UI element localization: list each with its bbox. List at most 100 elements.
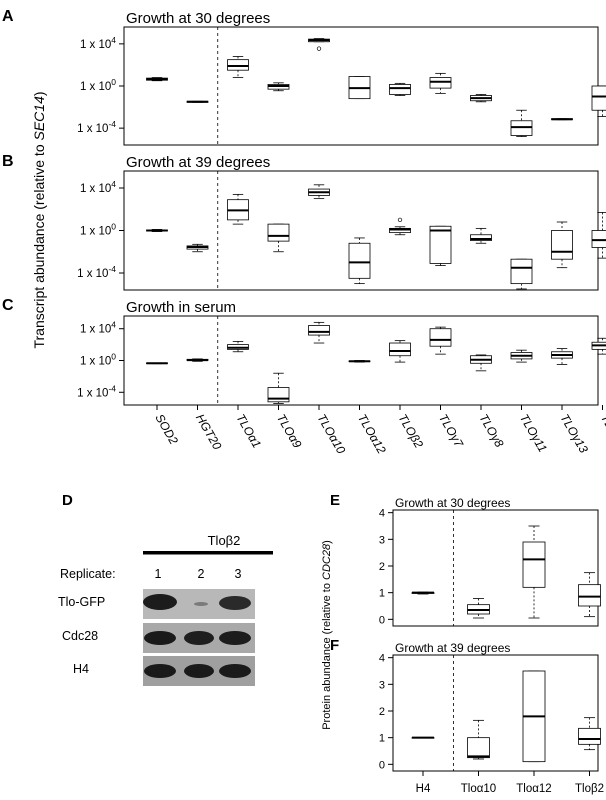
box-iqr bbox=[429, 328, 452, 347]
y-tick-label: 1 x 100 bbox=[80, 352, 116, 368]
panel-f-chart: Growth at 39 degrees 0 1 2 3 4 bbox=[379, 641, 601, 772]
lane-label-2: 2 bbox=[198, 567, 205, 581]
panel-letter-c: C bbox=[2, 297, 14, 314]
panel-c-box-7 bbox=[429, 326, 452, 355]
western-blot: Tloβ2 Replicate: 1 2 3 Tlo-GFP Cdc28 H4 bbox=[58, 533, 273, 686]
panel-title: Growth at 30 degrees bbox=[395, 496, 510, 510]
panel-b-box-11 bbox=[591, 212, 606, 259]
panel-c-chart: Growth in serum 1 x 104 1 x 100 1 x 10-4 bbox=[77, 299, 606, 406]
panel-b-box-9 bbox=[510, 258, 533, 290]
panel-b-box-2 bbox=[227, 193, 249, 225]
blot-band-h4-1 bbox=[144, 664, 176, 678]
bottom-x-axis: H4 Tloα10 Tloα12 Tloβ2 bbox=[416, 771, 604, 795]
panel-e-box-3 bbox=[578, 572, 601, 618]
box-iqr bbox=[510, 258, 533, 285]
panel-b-chart: Growth at 39 degrees 1 x 104 1 x 100 1 x 10… bbox=[77, 154, 606, 291]
x-category-label: TLOβ2 bbox=[395, 412, 426, 451]
panel-c-box-8 bbox=[470, 354, 492, 372]
panel-a-box-4 bbox=[308, 38, 330, 51]
box-iqr bbox=[429, 77, 452, 89]
panel-a-box-3 bbox=[267, 82, 290, 92]
panel-b-box-6 bbox=[389, 217, 411, 236]
blot-row-label-h4: H4 bbox=[73, 662, 89, 676]
box-iqr bbox=[467, 737, 490, 759]
top-x-axis: SOD2 HGT20 TLOα1 TLOα9 TLOα10 TLOα12 TLOβ2 TLOγ… bbox=[152, 405, 606, 456]
panel-f-box-0 bbox=[411, 736, 435, 739]
blot-header: Tloβ2 bbox=[208, 533, 241, 548]
panel-b-box-7 bbox=[429, 225, 452, 266]
box-iqr bbox=[470, 234, 492, 241]
panel-c-box-1 bbox=[186, 358, 209, 362]
panel-f-box-3 bbox=[578, 717, 601, 751]
panel-letter-d: D bbox=[62, 492, 73, 509]
panel-a-box-7 bbox=[429, 72, 452, 94]
x-category-label: TLOα12 bbox=[355, 412, 389, 457]
blot-band-tlo-gfp-2 bbox=[194, 602, 208, 606]
panel-a-box-0 bbox=[146, 77, 168, 82]
y-tick-label: 1 x 10-4 bbox=[77, 383, 116, 399]
box-iqr bbox=[578, 727, 601, 745]
x-category-label: TLOα10 bbox=[314, 412, 348, 457]
x-category-label: TLOα1 bbox=[233, 412, 264, 451]
y-tick-label: 0 bbox=[379, 614, 385, 626]
x-category-label: TLOγ8 bbox=[476, 412, 506, 450]
y-tick-label: 1 x 100 bbox=[80, 77, 116, 93]
y-tick-label: 2 bbox=[379, 561, 385, 573]
x-category-label: TLOγ7 bbox=[436, 412, 467, 451]
lane-label-1: 1 bbox=[155, 567, 162, 581]
blot-header-bar bbox=[143, 551, 273, 555]
panel-letter-b: B bbox=[2, 153, 14, 170]
panel-e-box-2 bbox=[522, 525, 546, 619]
blot-band-tlo-gfp-3 bbox=[219, 596, 251, 610]
blot-band-cdc28-1 bbox=[144, 631, 176, 645]
y-tick-label: 1 x 104 bbox=[80, 320, 116, 336]
panel-c-box-11 bbox=[591, 337, 606, 355]
plot-frame bbox=[392, 509, 599, 627]
panel-e-box-1 bbox=[467, 598, 490, 619]
box-iqr bbox=[591, 230, 606, 248]
box-iqr bbox=[522, 541, 546, 588]
x-category-label: Tloα10 bbox=[461, 783, 496, 795]
x-category-label: TLOγ16 bbox=[598, 412, 606, 456]
panel-b-box-3 bbox=[267, 223, 290, 253]
box-plots: Growth at 30 degrees 1 x 104 1 x 100 1 x 10… bbox=[77, 10, 606, 795]
panel-a-box-11 bbox=[591, 85, 606, 117]
box-iqr bbox=[389, 342, 411, 357]
y-tick-label: 1 x 104 bbox=[80, 35, 116, 51]
top-y-axis-label: Transcript abundance (relative to SEC14) bbox=[31, 91, 47, 348]
panel-title: Growth in serum bbox=[126, 299, 236, 316]
panel-b-box-1 bbox=[186, 243, 209, 253]
x-category-label: TLOα9 bbox=[274, 412, 305, 451]
plot-frame bbox=[392, 654, 599, 772]
x-category-label: Tloβ2 bbox=[575, 783, 604, 795]
panel-c-box-4 bbox=[308, 321, 330, 344]
box-iqr bbox=[227, 59, 249, 71]
panel-c-box-10 bbox=[551, 348, 573, 365]
box-iqr bbox=[551, 230, 573, 260]
panel-letter-f: F bbox=[330, 637, 339, 654]
box-iqr bbox=[578, 584, 601, 607]
blot-band-cdc28-2 bbox=[184, 631, 214, 645]
panel-e-box-0 bbox=[411, 591, 435, 595]
blot-band-cdc28-3 bbox=[219, 631, 251, 645]
x-category-label: TLOγ13 bbox=[557, 412, 591, 456]
panel-title: Growth at 30 degrees bbox=[126, 10, 270, 27]
y-tick-label: 3 bbox=[379, 534, 385, 546]
panel-c-box-5 bbox=[348, 360, 371, 363]
panel-c-box-9 bbox=[510, 349, 533, 363]
panel-a-box-2 bbox=[227, 56, 249, 78]
box-iqr bbox=[591, 85, 606, 111]
panel-b-box-0 bbox=[146, 229, 168, 232]
panel-b-box-5 bbox=[348, 237, 371, 285]
panel-a-box-8 bbox=[470, 94, 492, 103]
x-category-label: H4 bbox=[416, 783, 431, 795]
y-tick-label: 2 bbox=[379, 706, 385, 718]
panel-e-chart: Growth at 30 degrees 0 1 2 3 4 bbox=[379, 496, 601, 627]
y-tick-label: 3 bbox=[379, 679, 385, 691]
panel-title: Growth at 39 degrees bbox=[395, 641, 510, 655]
outlier-point bbox=[397, 217, 403, 223]
x-category-label: TLOγ11 bbox=[517, 412, 550, 455]
panel-a-chart: Growth at 30 degrees 1 x 104 1 x 100 1 x 10… bbox=[77, 10, 606, 146]
lane-label-3: 3 bbox=[235, 567, 242, 581]
blot-band-h4-2 bbox=[184, 664, 214, 678]
